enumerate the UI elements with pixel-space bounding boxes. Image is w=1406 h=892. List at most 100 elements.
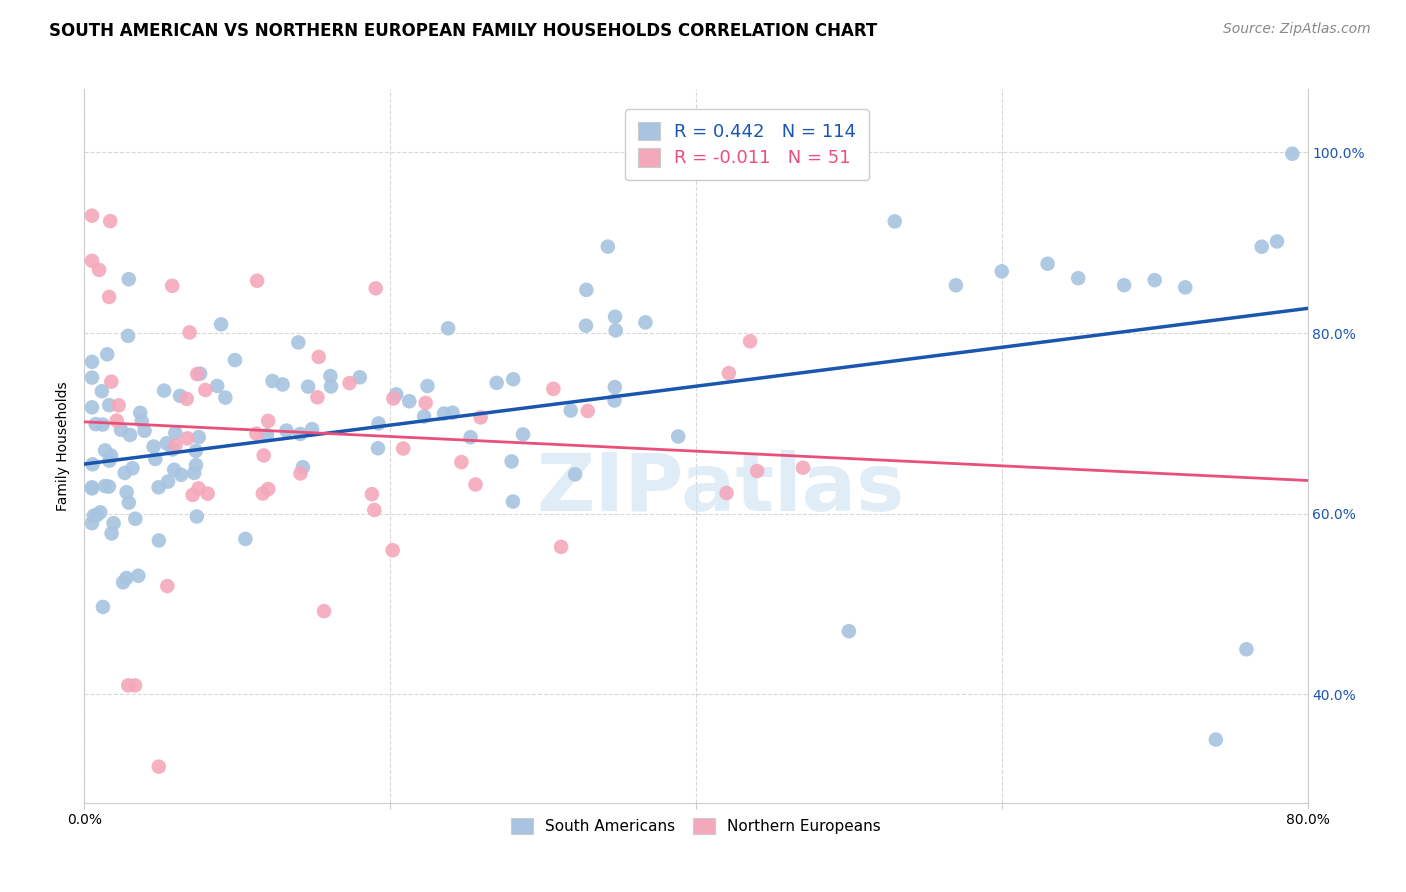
- Point: [107, 398, 129, 412]
- Point: [94, 443, 117, 458]
- Point: [118, 428, 141, 442]
- Point: [716, 486, 738, 500]
- Point: [176, 392, 198, 406]
- Point: [169, 389, 191, 403]
- Point: [165, 438, 187, 452]
- Point: [441, 406, 464, 420]
- Point: [184, 443, 207, 458]
- Point: [319, 379, 342, 393]
- Point: [98, 453, 121, 467]
- Point: [367, 442, 389, 456]
- Point: [349, 370, 371, 384]
- Point: [129, 406, 152, 420]
- Point: [186, 367, 208, 381]
- Point: [127, 568, 149, 582]
- Point: [838, 624, 860, 639]
- Point: [121, 461, 143, 475]
- Point: [367, 417, 389, 431]
- Point: [100, 449, 122, 463]
- Point: [1036, 257, 1059, 271]
- Point: [80, 253, 103, 268]
- Point: [80, 370, 103, 384]
- Point: [153, 384, 176, 398]
- Point: [245, 426, 267, 441]
- Point: [98, 290, 121, 304]
- Point: [80, 355, 103, 369]
- Point: [596, 239, 619, 253]
- Point: [80, 209, 103, 223]
- Point: [235, 532, 257, 546]
- Point: [485, 376, 508, 390]
- Point: [131, 414, 153, 428]
- Point: [1281, 146, 1303, 161]
- Point: [257, 414, 280, 428]
- Point: [187, 482, 209, 496]
- Y-axis label: Family Households: Family Households: [56, 381, 70, 511]
- Point: [361, 487, 384, 501]
- Point: [80, 516, 103, 531]
- Text: Source: ZipAtlas.com: Source: ZipAtlas.com: [1223, 22, 1371, 37]
- Point: [207, 379, 229, 393]
- Point: [253, 449, 276, 463]
- Point: [1265, 235, 1288, 249]
- Text: SOUTH AMERICAN VS NORTHERN EUROPEAN FAMILY HOUSEHOLDS CORRELATION CHART: SOUTH AMERICAN VS NORTHERN EUROPEAN FAMI…: [49, 22, 877, 40]
- Point: [160, 278, 183, 293]
- Point: [96, 347, 118, 361]
- Point: [143, 452, 166, 467]
- Point: [560, 403, 582, 417]
- Point: [290, 467, 312, 481]
- Point: [1067, 271, 1090, 285]
- Point: [945, 278, 967, 293]
- Point: [115, 571, 138, 585]
- Point: [464, 477, 486, 491]
- Point: [512, 427, 534, 442]
- Point: [575, 283, 598, 297]
- Point: [460, 430, 482, 444]
- Point: [90, 384, 112, 399]
- Point: [110, 423, 132, 437]
- Point: [450, 455, 472, 469]
- Point: [184, 458, 207, 472]
- Point: [683, 142, 706, 156]
- Point: [181, 488, 204, 502]
- Point: [163, 463, 186, 477]
- Point: [98, 398, 121, 412]
- Point: [89, 505, 111, 519]
- Point: [501, 454, 523, 468]
- Point: [312, 604, 335, 618]
- Point: [91, 599, 114, 614]
- Point: [437, 321, 460, 335]
- Point: [148, 759, 170, 773]
- Point: [883, 214, 905, 228]
- Point: [297, 379, 319, 393]
- Point: [1236, 642, 1258, 657]
- Point: [98, 214, 121, 228]
- Point: [502, 372, 524, 386]
- Point: [117, 329, 139, 343]
- Point: [543, 382, 565, 396]
- Point: [991, 264, 1014, 278]
- Point: [262, 374, 284, 388]
- Point: [183, 466, 205, 480]
- Point: [276, 424, 298, 438]
- Point: [287, 335, 309, 350]
- Point: [381, 543, 404, 558]
- Point: [118, 272, 141, 286]
- Point: [246, 274, 269, 288]
- Point: [1143, 273, 1166, 287]
- Point: [80, 482, 103, 496]
- Point: [142, 440, 165, 454]
- Point: [176, 431, 198, 445]
- Point: [115, 485, 138, 500]
- Point: [148, 533, 170, 548]
- Point: [187, 430, 209, 444]
- Point: [86, 508, 108, 522]
- Legend: South Americans, Northern Europeans: South Americans, Northern Europeans: [501, 808, 891, 845]
- Point: [747, 464, 769, 478]
- Point: [575, 318, 598, 333]
- Point: [666, 429, 689, 443]
- Point: [339, 376, 361, 390]
- Point: [415, 396, 437, 410]
- Point: [80, 401, 103, 415]
- Point: [100, 526, 122, 541]
